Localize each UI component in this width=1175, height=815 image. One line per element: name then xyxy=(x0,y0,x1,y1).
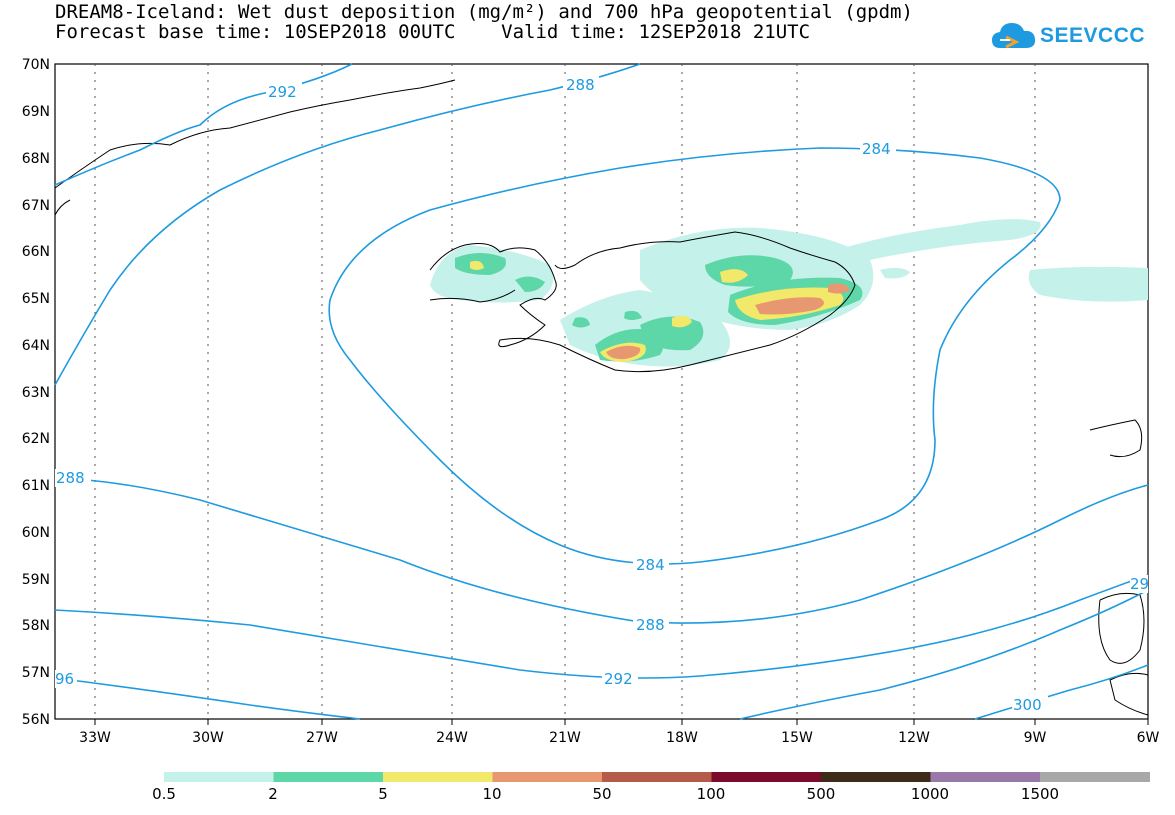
legend-label: 500 xyxy=(806,785,836,803)
legend-label: 100 xyxy=(696,785,726,803)
longitude-labels: 33W 30W 27W 24W 21W 18W 15W 12W 9W 6W xyxy=(79,730,1159,746)
lat-label: 57N xyxy=(22,665,50,681)
lat-label: 63N xyxy=(22,385,50,401)
contour-labels: 292 288 284 288 284 288 292 96 300 29 xyxy=(55,75,1149,714)
contour-label: 96 xyxy=(55,670,74,688)
latitude-labels: 70N 69N 68N 67N 66N 65N 64N 63N 62N 61N … xyxy=(22,57,50,728)
legend-swatch xyxy=(383,772,493,782)
contour-label: 300 xyxy=(1013,696,1042,714)
legend-swatch xyxy=(711,772,822,782)
legend-label: 0.5 xyxy=(152,785,176,803)
lat-label: 65N xyxy=(22,291,50,307)
legend-label: 1000 xyxy=(910,785,950,803)
lat-label: 58N xyxy=(22,618,50,634)
lon-label: 15W xyxy=(781,730,813,746)
lon-label: 6W xyxy=(1137,730,1160,746)
lat-label: 67N xyxy=(22,198,50,214)
lat-label: 66N xyxy=(22,244,50,260)
base-time: 10SEP2018 00UTC xyxy=(283,21,456,43)
title-base-label: Forecast base time: xyxy=(55,21,273,43)
lat-label: 69N xyxy=(22,104,50,120)
lat-label: 60N xyxy=(22,525,50,541)
valid-time: 12SEP2018 21UTC xyxy=(638,21,811,43)
lat-label: 68N xyxy=(22,151,50,167)
contour-label: 288 xyxy=(566,76,595,94)
lon-label: 12W xyxy=(898,730,930,746)
legend-swatch xyxy=(602,772,712,782)
logo-text: SEEVCCC xyxy=(1040,24,1146,47)
legend-label: 50 xyxy=(592,785,612,803)
legend-colorbar xyxy=(164,772,1150,782)
grid-lines xyxy=(94,64,1036,719)
contour-label: 292 xyxy=(268,83,297,101)
lat-label: 61N xyxy=(22,478,50,494)
lon-label: 21W xyxy=(549,730,581,746)
axis-ticks xyxy=(94,719,1149,725)
dust-deposition-shading xyxy=(430,219,1148,367)
lat-label: 59N xyxy=(22,572,50,588)
lat-label: 56N xyxy=(22,712,50,728)
geopotential-contours xyxy=(54,63,1149,720)
legend-label: 2 xyxy=(268,785,278,803)
contour-label: 284 xyxy=(862,140,891,158)
lat-label: 64N xyxy=(22,338,50,354)
legend-swatch xyxy=(1040,772,1150,782)
legend-label: 1500 xyxy=(1020,785,1060,803)
map-title: DREAM8-Iceland: Wet dust deposition (mg/… xyxy=(55,2,913,42)
legend-swatch xyxy=(821,772,931,782)
lat-label: 62N xyxy=(22,431,50,447)
lon-label: 9W xyxy=(1024,730,1047,746)
title-line-1: DREAM8-Iceland: Wet dust deposition (mg/… xyxy=(55,1,913,23)
lat-label: 70N xyxy=(22,57,50,73)
map-frame xyxy=(54,63,1149,720)
lon-label: 33W xyxy=(79,730,111,746)
coastlines xyxy=(54,79,1149,716)
lon-label: 18W xyxy=(666,730,698,746)
lon-label: 30W xyxy=(192,730,224,746)
contour-label: 29 xyxy=(1130,575,1149,593)
seevccc-logo: SEEVCCC xyxy=(990,18,1160,58)
legend-label: 5 xyxy=(378,785,388,803)
legend-swatch xyxy=(492,772,603,782)
lon-label: 24W xyxy=(436,730,468,746)
legend-labels: 0.5 2 5 10 50 100 500 1000 1500 xyxy=(0,785,1175,805)
title-valid-label: Valid time: xyxy=(501,21,627,43)
contour-label: 288 xyxy=(636,616,665,634)
contour-label: 292 xyxy=(604,670,633,688)
legend-label: 10 xyxy=(482,785,502,803)
lon-label: 27W xyxy=(306,730,338,746)
contour-label: 288 xyxy=(56,469,85,487)
legend-swatch xyxy=(273,772,384,782)
cloud-icon xyxy=(992,23,1036,49)
legend-swatch xyxy=(164,772,274,782)
contour-label: 284 xyxy=(636,556,665,574)
legend-swatch xyxy=(930,772,1041,782)
